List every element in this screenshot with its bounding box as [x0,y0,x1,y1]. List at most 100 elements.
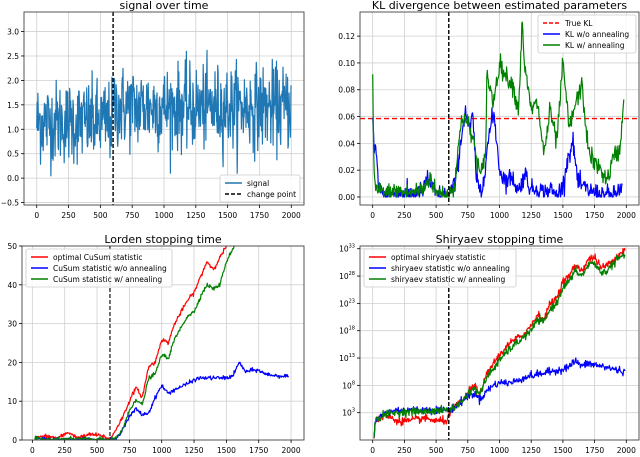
chart-title: KL divergence between estimated paramete… [372,0,628,12]
optimal-cusum-statistic-line [34,246,227,440]
x-tick-label: 750 [122,446,137,453]
y-tick-label: 1.0 [7,125,19,134]
signal-chart-canvas: signal over time 0 250 500 750 1000 1250 1500 17… [1,0,305,220]
shiryaev-chart-canvas: Shiryaev stopping time 0 250 500 750 1000 1250… [339,233,640,455]
x-tick-label: 1000 [490,446,509,453]
x-tick-label: 750 [461,211,476,220]
x-tick-label: 1250 [522,446,541,453]
x-tick-label: 1000 [154,211,173,220]
plot-area [360,12,639,205]
shiryaev-chart: Shiryaev stopping time 0 250 500 750 1000 1250… [320,225,640,455]
plot-area [36,12,292,205]
y-tick-label: 40 [7,281,17,290]
y-tick-label: 1028 [339,271,355,281]
legend-label: CuSum statistic w/o annealing [53,264,167,273]
y-tick-label: 1033 [339,244,355,254]
x-tick-label: 1000 [152,446,171,453]
y-tick-label: 0.12 [338,32,355,41]
x-tick-label: 1500 [553,446,572,453]
cusum-statistic-w-annealing-line [34,246,235,440]
x-tick-label: 1750 [249,446,268,453]
y-tick-label: 10 [7,397,17,406]
y-tick-label: 1013 [339,353,355,363]
y-tick-label: 103 [342,408,355,418]
x-tick-label: 1250 [184,446,203,453]
x-tick-label: 1250 [186,211,205,220]
y-tick-label: 30 [7,320,17,329]
y-tick-label: 0.04 [338,139,355,148]
x-tick-label: 1500 [218,211,237,220]
y-tick-label: 1.5 [7,101,19,110]
kl-divergence-chart: KL divergence between estimated paramete… [320,0,640,222]
x-tick-label: 500 [93,211,108,220]
chart-title: Lorden stopping time [104,233,222,246]
lorden-chart: Lorden stopping time 0 250 500 750 1000 1250 15… [0,225,320,455]
x-tick-label: 250 [397,211,412,220]
y-tick-label: 0 [12,436,17,445]
kl-w-annealing-line [372,21,625,198]
x-tick-label: 750 [125,211,140,220]
legend-label: change point [247,190,296,199]
cusum-statistic-w-o-annealing-line [34,361,290,440]
x-tick-label: 0 [30,446,35,453]
legend: signal change point [219,174,301,203]
shiryaev-statistic-w-annealing-line [373,251,626,438]
y-tick-label: 20 [7,358,17,367]
y-tick-label: 0.02 [338,166,355,175]
x-tick-label: 2000 [617,211,636,220]
axes-frame [21,245,305,441]
x-tick-label: 0 [370,446,375,453]
chart-title: Shiryaev stopping time [436,233,564,246]
x-tick-label: 500 [90,446,105,453]
y-tick-label: 2.0 [7,76,19,85]
exponent: 18 [349,326,355,332]
y-tick-label: 50 [7,242,17,251]
x-tick-label: 1750 [585,211,604,220]
legend: optimal CuSum statistic CuSum statistic w… [25,248,173,288]
y-tick-label: −0.5 [1,199,19,208]
y-tick-label: 0.5 [7,150,19,159]
legend-label: shiryaev statistic w/o annealing [391,264,510,273]
y-tick-label: 3.0 [7,28,19,37]
x-tick-label: 750 [461,446,476,453]
y-tick-label: 1018 [339,326,355,336]
chart-title: signal over time [120,0,209,12]
legend: optimal shiryaev statistic shiryaev stati… [363,248,517,288]
signal-chart: signal over time 0 250 500 750 1000 1250 1500 17… [0,0,320,222]
legend-box [363,248,517,288]
y-tick-label: 0.0 [7,174,19,183]
x-tick-label: 0 [34,211,39,220]
x-tick-label: 2000 [617,446,636,453]
x-tick-label: 1000 [490,211,509,220]
legend-label: KL w/ annealing [565,41,625,50]
x-tick-label: 2000 [282,446,301,453]
exponent: 8 [352,380,355,386]
exponent: 13 [349,353,355,359]
legend-label: CuSum statistic w/ annealing [53,275,162,284]
exponent: 28 [349,271,355,277]
kl-divergence-chart-canvas: KL divergence between estimated paramete… [338,0,640,220]
signal-line [36,49,292,177]
x-tick-label: 1250 [522,211,541,220]
legend-label: optimal shiryaev statistic [391,253,486,262]
legend-box [537,14,637,54]
x-tick-label: 250 [61,211,76,220]
exponent: 23 [349,298,355,304]
x-tick-label: 500 [429,446,444,453]
x-tick-label: 250 [397,446,412,453]
legend: True KL KL w/o annealing KL w/ annealing [537,14,637,54]
x-tick-label: 1500 [217,446,236,453]
y-tick-label: 1023 [339,298,355,308]
legend-label: signal [247,179,269,188]
legend-box [219,174,301,203]
y-tick-label: 0.08 [338,86,355,95]
exponent: 3 [352,408,355,414]
legend-label: True KL [564,19,593,28]
x-tick-label: 1750 [585,446,604,453]
y-tick-label: 108 [342,380,355,390]
y-tick-label: 0.10 [338,59,355,68]
y-tick-label: 0.00 [338,193,355,202]
y-tick-label: 0.06 [338,113,355,122]
legend-label: optimal CuSum statistic [53,253,142,262]
